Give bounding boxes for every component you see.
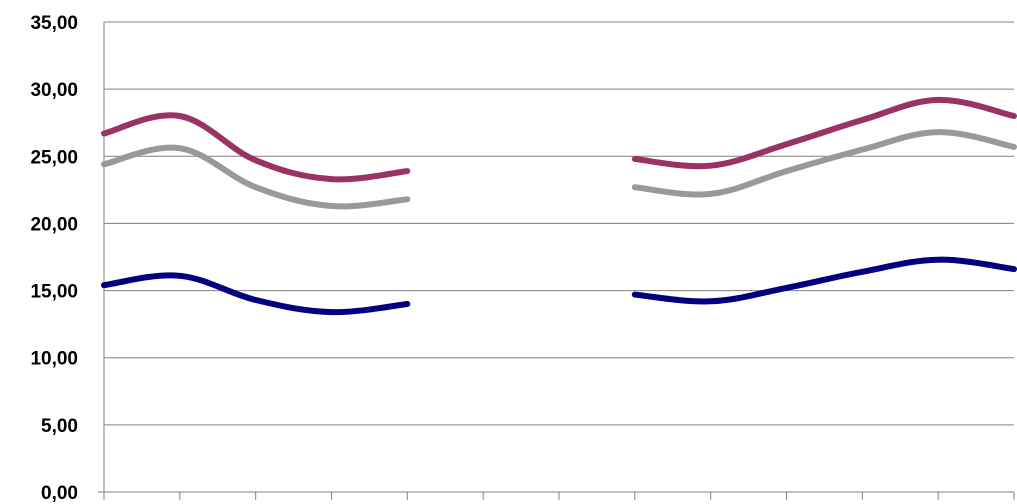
- series-line-3: [631, 256, 1017, 305]
- y-tick-label: 10,00: [30, 349, 78, 370]
- y-tick-label: 30,00: [30, 80, 78, 101]
- gridlines: [104, 21, 1014, 426]
- series-line-1: [631, 96, 1017, 170]
- y-tick-label: 0,00: [41, 483, 78, 504]
- series-line-3: [101, 272, 411, 316]
- series-line-2: [101, 144, 411, 210]
- y-tick-label: 20,00: [30, 214, 78, 235]
- series-line-2: [631, 129, 1017, 198]
- y-tick-label: 25,00: [30, 147, 78, 168]
- series-lines: [101, 96, 1017, 316]
- x-axis: [98, 22, 1015, 500]
- y-tick-label: 35,00: [30, 13, 78, 34]
- y-tick-label: 5,00: [41, 416, 78, 437]
- y-tick-label: 15,00: [30, 282, 78, 303]
- series-line-1: [101, 112, 411, 183]
- y-axis-ticks: 0,00 5,00 10,00 15,00 20,00 25,00 30,00 35,00: [30, 13, 78, 504]
